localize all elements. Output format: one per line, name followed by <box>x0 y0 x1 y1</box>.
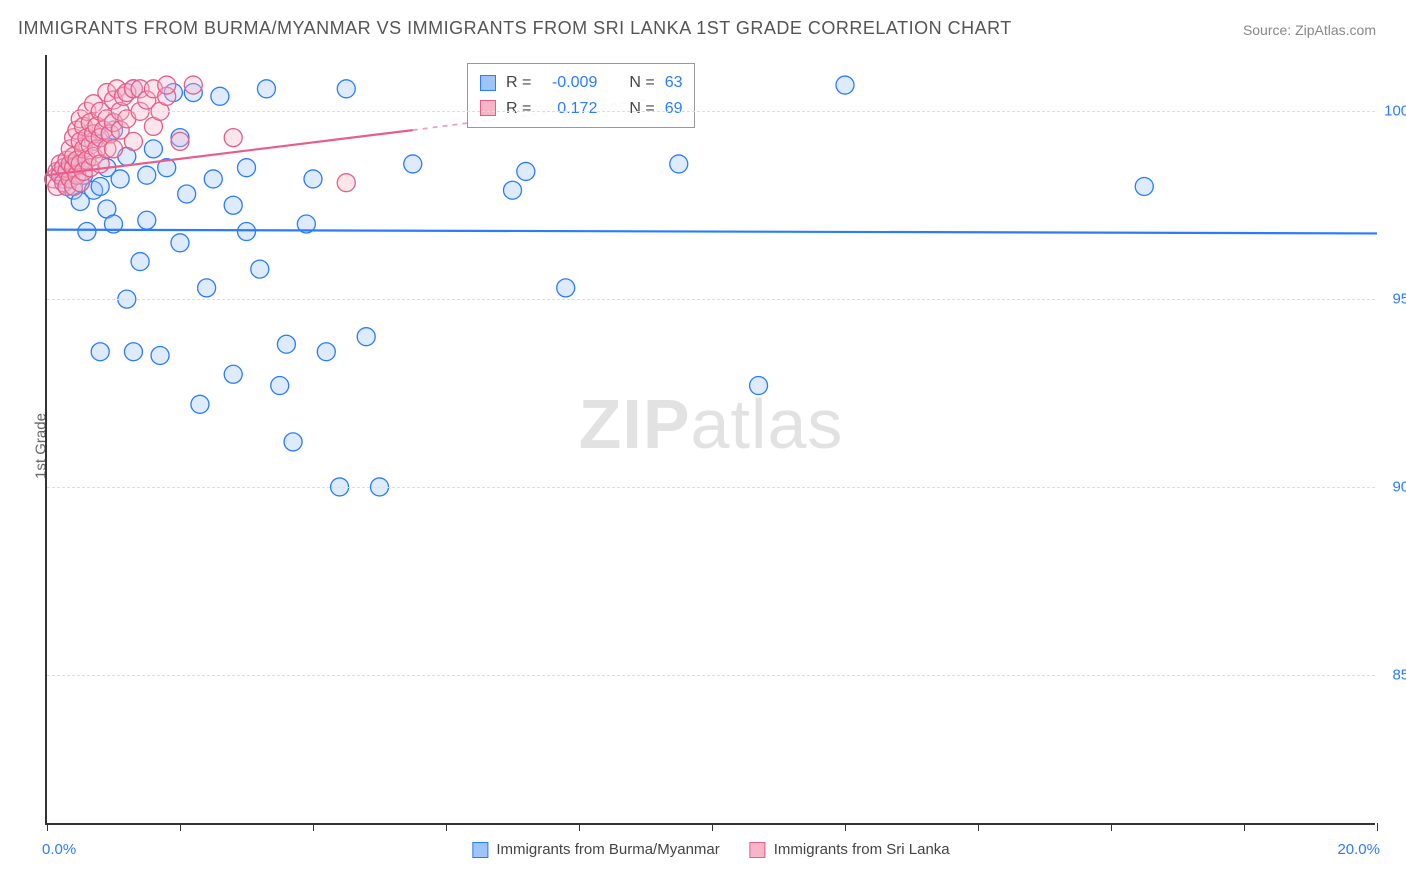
gridline <box>47 487 1375 488</box>
x-axis-max-label: 20.0% <box>1337 841 1380 858</box>
scatter-point-burma <box>78 223 96 241</box>
plot-area: ZIPatlas R =-0.009N =63R =0.172N =69 0.0… <box>45 55 1375 825</box>
x-axis-min-label: 0.0% <box>42 841 76 858</box>
scatter-point-burma <box>271 377 289 395</box>
x-tick <box>1244 823 1245 831</box>
scatter-point-burma <box>750 377 768 395</box>
scatter-point-srilanka <box>124 132 142 150</box>
scatter-point-burma <box>1135 177 1153 195</box>
gridline <box>47 675 1375 676</box>
legend-item-srilanka: Immigrants from Sri Lanka <box>750 841 950 858</box>
chart-title: IMMIGRANTS FROM BURMA/MYANMAR VS IMMIGRA… <box>18 18 1012 39</box>
scatter-point-burma <box>204 170 222 188</box>
scatter-point-burma <box>836 76 854 94</box>
x-tick <box>1111 823 1112 831</box>
source-attribution: Source: ZipAtlas.com <box>1243 22 1376 38</box>
legend-swatch-burma <box>472 842 488 858</box>
scatter-point-srilanka <box>224 129 242 147</box>
y-tick-label: 95.0% <box>1380 291 1406 308</box>
scatter-point-srilanka <box>105 140 123 158</box>
scatter-point-burma <box>357 328 375 346</box>
legend-swatch <box>480 75 496 91</box>
scatter-point-srilanka <box>337 174 355 192</box>
legend-swatch-srilanka <box>750 842 766 858</box>
scatter-point-burma <box>191 395 209 413</box>
scatter-point-burma <box>304 170 322 188</box>
x-tick <box>845 823 846 831</box>
scatter-point-burma <box>171 234 189 252</box>
scatter-point-burma <box>151 346 169 364</box>
scatter-point-burma <box>284 433 302 451</box>
scatter-point-burma <box>504 181 522 199</box>
gridline <box>47 299 1375 300</box>
scatter-point-burma <box>337 80 355 98</box>
legend-n-label: N = <box>629 96 654 122</box>
y-tick-label: 90.0% <box>1380 478 1406 495</box>
scatter-point-burma <box>138 166 156 184</box>
scatter-point-burma <box>257 80 275 98</box>
scatter-point-burma <box>404 155 422 173</box>
scatter-point-burma <box>670 155 688 173</box>
scatter-point-burma <box>224 196 242 214</box>
scatter-point-burma <box>277 335 295 353</box>
y-tick-label: 100.0% <box>1380 103 1406 120</box>
scatter-point-burma <box>238 159 256 177</box>
scatter-point-burma <box>178 185 196 203</box>
plot-svg <box>47 55 1375 823</box>
scatter-point-burma <box>91 177 109 195</box>
x-tick <box>313 823 314 831</box>
scatter-point-burma <box>138 211 156 229</box>
scatter-point-burma <box>517 162 535 180</box>
scatter-point-burma <box>111 170 129 188</box>
gridline <box>47 111 1375 112</box>
legend-label-srilanka: Immigrants from Sri Lanka <box>774 841 950 858</box>
x-tick <box>47 823 48 831</box>
legend-row: R = 0.172 N = 69 <box>480 96 682 122</box>
legend-r-label: R = <box>506 96 531 122</box>
x-tick <box>1377 823 1378 831</box>
legend-n-label: N = <box>629 70 654 96</box>
legend-n-value: 63 <box>665 70 683 96</box>
legend-row: R = -0.009 N = 63 <box>480 70 682 96</box>
scatter-point-burma <box>557 279 575 297</box>
legend-r-value: 0.172 <box>541 96 597 122</box>
legend-label-burma: Immigrants from Burma/Myanmar <box>496 841 719 858</box>
scatter-point-burma <box>91 343 109 361</box>
legend-r-label: R = <box>506 70 531 96</box>
scatter-point-srilanka <box>184 76 202 94</box>
x-tick <box>579 823 580 831</box>
scatter-point-burma <box>131 253 149 271</box>
correlation-legend: R = -0.009 N = 63 R = 0.172 N = 69 <box>467 63 695 128</box>
legend-swatch <box>480 100 496 116</box>
legend-item-burma: Immigrants from Burma/Myanmar <box>472 841 719 858</box>
scatter-point-burma <box>144 140 162 158</box>
scatter-point-burma <box>251 260 269 278</box>
legend-r-value: -0.009 <box>541 70 597 96</box>
x-tick <box>978 823 979 831</box>
scatter-point-burma <box>124 343 142 361</box>
series-legend: Immigrants from Burma/Myanmar Immigrants … <box>472 841 949 858</box>
x-tick <box>446 823 447 831</box>
legend-n-value: 69 <box>665 96 683 122</box>
scatter-point-burma <box>211 87 229 105</box>
scatter-point-burma <box>224 365 242 383</box>
scatter-point-srilanka <box>171 132 189 150</box>
x-tick <box>712 823 713 831</box>
y-tick-label: 85.0% <box>1380 666 1406 683</box>
x-tick <box>180 823 181 831</box>
scatter-point-srilanka <box>158 76 176 94</box>
scatter-point-burma <box>238 223 256 241</box>
scatter-point-burma <box>198 279 216 297</box>
scatter-point-burma <box>317 343 335 361</box>
